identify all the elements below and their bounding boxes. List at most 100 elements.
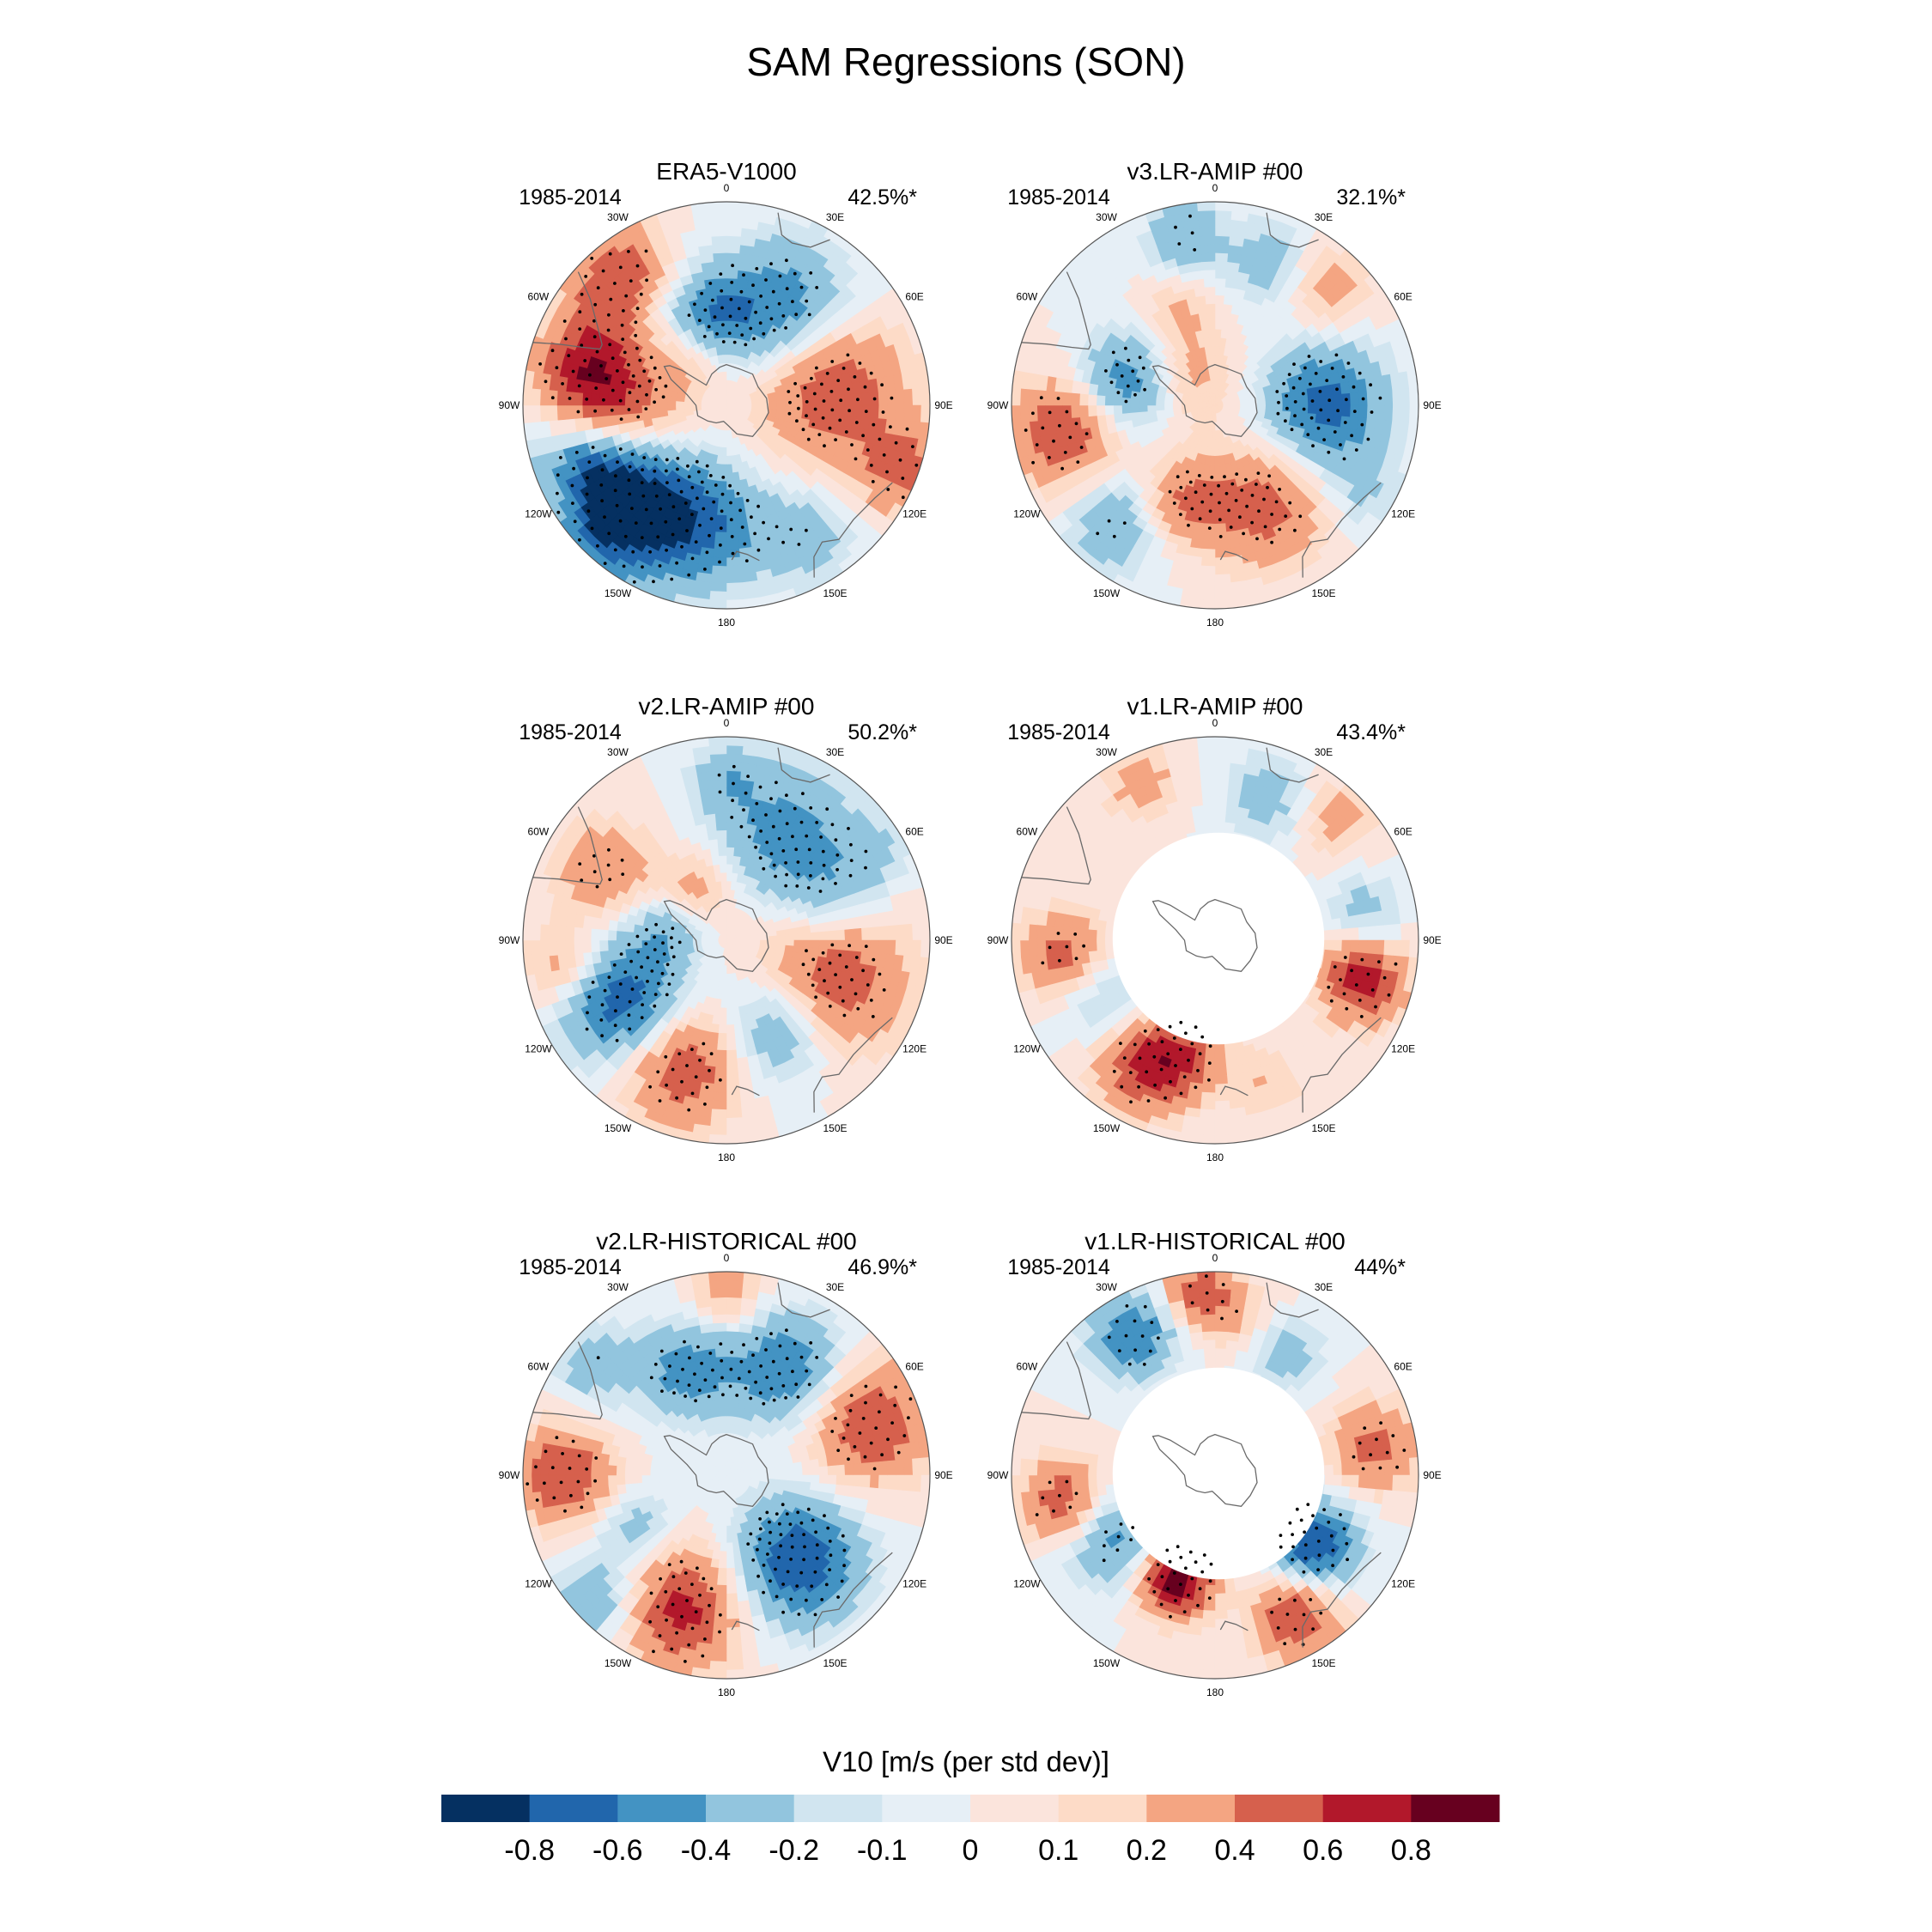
field-cell	[712, 244, 727, 254]
variance-label: 32.1%*	[1336, 185, 1406, 210]
significance-dot	[630, 453, 635, 456]
field-cell	[726, 1024, 735, 1034]
significance-dot	[635, 307, 640, 311]
field-cell	[726, 1032, 736, 1042]
field-cell	[734, 1040, 746, 1051]
significance-dot	[607, 532, 611, 536]
significance-dot	[1301, 392, 1305, 396]
field-cell	[723, 371, 727, 380]
field-cell	[726, 202, 745, 212]
significance-dot	[1342, 457, 1346, 461]
significance-dot	[828, 426, 832, 430]
significance-dot	[807, 313, 811, 317]
significance-dot	[787, 411, 792, 416]
significance-dot	[1048, 410, 1052, 415]
field-cell	[616, 386, 627, 398]
significance-dot	[1298, 376, 1302, 380]
field-cell	[711, 235, 727, 246]
significance-dot	[634, 333, 638, 337]
significance-dot	[714, 483, 718, 487]
longitude-label: 150W	[605, 587, 632, 599]
longitude-label: 30W	[1096, 211, 1117, 223]
significance-dot	[1293, 528, 1297, 532]
field-cell	[1206, 312, 1216, 321]
significance-dot	[644, 507, 648, 512]
significance-dot	[1303, 366, 1307, 370]
significance-dot	[1193, 248, 1197, 252]
field-cell	[1273, 392, 1284, 401]
field-cell	[641, 398, 651, 406]
longitude-label: 90E	[1423, 399, 1441, 411]
significance-dot	[555, 366, 559, 370]
significance-dot	[1084, 432, 1089, 435]
field-cell	[641, 933, 651, 941]
significance-dot	[595, 349, 599, 354]
significance-dot	[1190, 231, 1194, 235]
significance-dot	[693, 302, 696, 307]
significance-dot	[596, 544, 599, 548]
significance-dot	[550, 396, 555, 400]
significance-dot	[1188, 214, 1192, 218]
significance-dot	[645, 278, 648, 283]
significance-dot	[1138, 355, 1142, 360]
significance-dot	[603, 515, 606, 519]
field-cell	[1214, 244, 1230, 254]
significance-dot	[1307, 355, 1311, 358]
field-cell	[726, 303, 736, 313]
field-cell	[726, 847, 735, 856]
field-cell	[726, 489, 735, 499]
field-cell	[719, 1016, 727, 1026]
field-cell	[581, 404, 592, 418]
significance-dot	[562, 319, 567, 323]
field-cell	[719, 1007, 727, 1018]
field-cell	[1214, 464, 1222, 474]
variance-label: 42.5%*	[848, 185, 917, 210]
longitude-label: 150E	[823, 587, 847, 599]
field-cell	[793, 933, 804, 941]
significance-dot	[1141, 366, 1145, 370]
significance-dot	[890, 396, 894, 400]
field-cell	[624, 931, 635, 941]
significance-dot	[647, 379, 652, 383]
significance-dot	[568, 397, 572, 400]
field-cell	[1291, 404, 1301, 413]
field-cell	[633, 404, 642, 414]
significance-dot	[644, 407, 648, 410]
field-cell	[1214, 260, 1228, 270]
field-cell	[711, 855, 720, 866]
significance-dot	[700, 291, 703, 295]
longitude-label: 150W	[1093, 587, 1121, 599]
significance-dot	[1245, 504, 1249, 508]
significance-dot	[1282, 381, 1285, 386]
longitude-label: 0	[724, 182, 730, 194]
significance-dot	[1318, 390, 1322, 393]
significance-dot	[685, 529, 689, 532]
significance-dot	[797, 406, 800, 410]
significance-dot	[697, 470, 701, 474]
field-cell	[1214, 540, 1228, 550]
significance-dot	[1048, 456, 1051, 459]
significance-dot	[796, 394, 800, 398]
significance-dot	[645, 392, 648, 397]
field-cell	[785, 933, 795, 941]
significance-dot	[817, 433, 822, 436]
field-cell	[705, 286, 718, 297]
field-cell	[1214, 489, 1224, 499]
field-cell	[1207, 481, 1216, 491]
field-cell	[1214, 565, 1230, 575]
significance-dot	[628, 391, 632, 395]
field-cell	[531, 387, 541, 406]
significance-dot	[594, 386, 598, 390]
significance-dot	[901, 495, 905, 500]
field-cell	[726, 821, 738, 831]
significance-dot	[715, 331, 719, 336]
field-cell	[607, 414, 618, 427]
field-cell	[1400, 387, 1411, 406]
field-cell	[751, 402, 761, 406]
significance-dot	[1346, 361, 1351, 365]
field-cell	[920, 404, 930, 424]
field-cell	[715, 1049, 727, 1060]
significance-dot	[810, 376, 813, 380]
field-cell	[1155, 404, 1165, 411]
significance-dot	[641, 494, 646, 498]
